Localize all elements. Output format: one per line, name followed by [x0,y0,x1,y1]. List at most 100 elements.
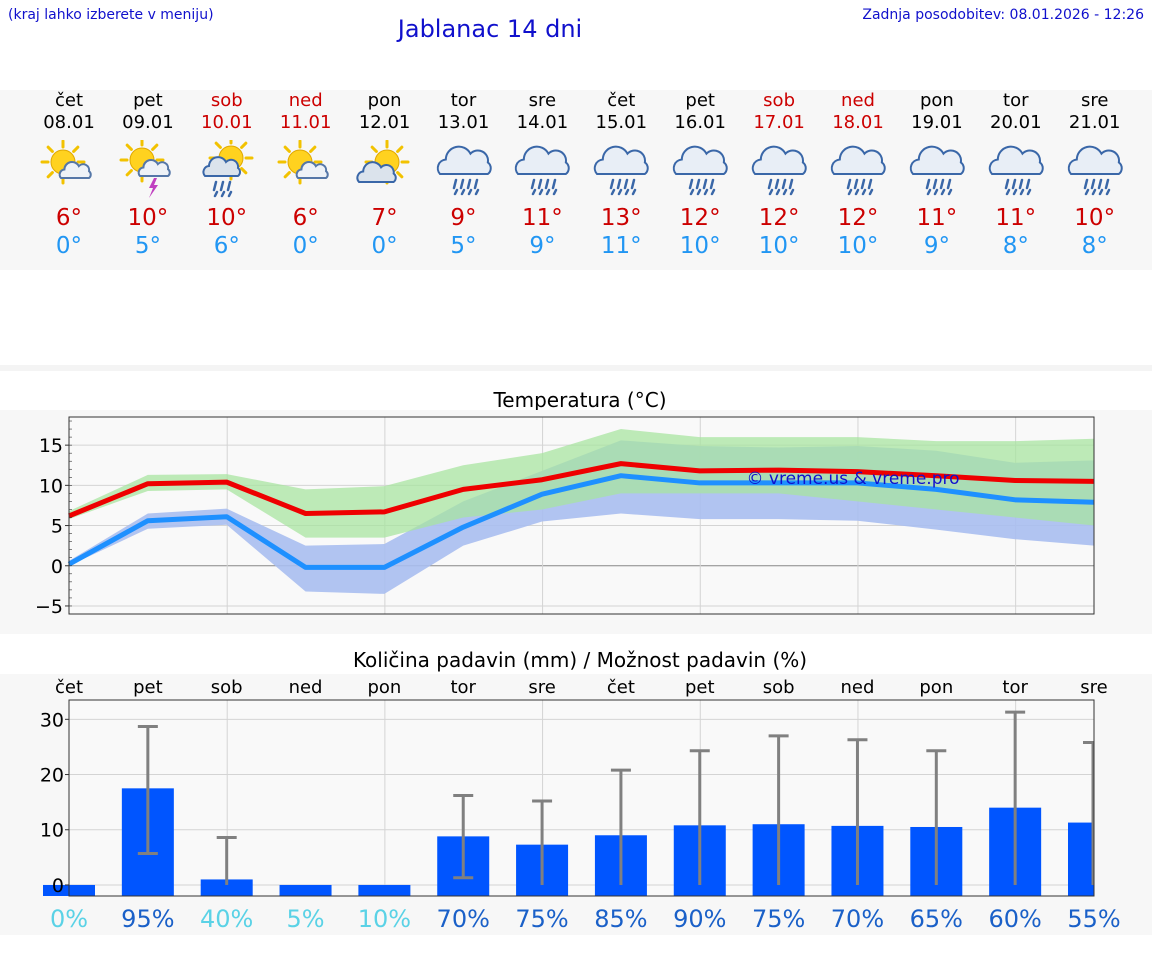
y-tick-label: 10 [39,475,63,497]
rain-drop [617,178,622,190]
min-temperature: 6° [213,233,240,259]
day-column: tor 13.01 9° 5° [424,90,504,260]
min-temperature: 8° [1002,233,1029,259]
precipitation-bar [1068,822,1094,896]
max-temperature: 9° [450,205,477,231]
max-temperature: 7° [371,205,398,231]
sun-cloud-rain-icon [202,140,254,198]
rain-drop [466,178,471,190]
day-name: sob [763,90,795,111]
rain-drop [532,188,537,196]
day-column: pet 16.01 12° 10° [660,90,740,260]
rain-drop [226,180,232,192]
rain-drop [1026,188,1032,196]
sun-ray [46,171,54,179]
precipitation-bar [358,884,411,896]
day-date: 13.01 [437,112,490,133]
category-label: sre [1080,677,1107,698]
rain-cloud-icon [515,145,571,196]
rain-cloud-icon [830,145,886,196]
rain-drop [624,178,629,190]
sun-ray [72,145,80,153]
y-tick-label: 30 [40,709,64,731]
rain-drop [1105,188,1110,196]
day-date: 08.01 [43,112,95,133]
rain-drop [710,188,716,196]
rain-drop [1091,188,1096,196]
rain-drop [1097,178,1102,190]
day-name: sre [1080,90,1109,111]
rain-drop [847,188,853,196]
category-label: sob [763,677,795,698]
rain-cloud-icon [909,145,965,196]
rain-drop [767,178,773,190]
min-temperature: 5° [134,233,161,259]
precipitation-chart: čet pet sob ned pon tor sre čet pet sob ned pon tor s… [40,677,1121,933]
day-column: tor 20.01 11° 8° [976,90,1056,260]
sun-behind-cloud-icon [356,140,410,185]
y-tick-label: 5 [51,516,63,538]
sun-ray [370,145,378,153]
rain-drop [939,178,945,190]
rain-drop [789,188,795,196]
rain-drop [695,178,701,190]
precipitation-bar [279,884,332,896]
partly-cloudy-sun-icon [277,140,329,185]
category-label: pon [919,677,953,698]
day-column: sob 10.01 10° 6° [187,90,267,260]
max-temperature: 11° [916,205,958,231]
sun-ray [395,145,403,153]
rain-drop [854,188,860,196]
day-date: 09.01 [122,112,174,133]
category-label: pon [367,677,401,698]
rain-drop [933,188,939,196]
category-label: pet [685,677,715,698]
day-name: tor [450,90,477,111]
rain-drop [531,178,536,190]
cloud-shape [1067,145,1123,175]
sun-ray [308,145,317,153]
day-column: ned 18.01 12° 10° [818,90,898,260]
watermark: © vreme.us & vreme.pro [746,469,959,489]
max-temperature: 11° [522,205,563,231]
sun-ray [214,141,222,149]
rain-drop [625,188,630,196]
category-label: ned [841,677,875,698]
day-date: 20.01 [990,112,1042,133]
precipitation-chart-title: Količina padavin (mm) / Možnost padavin … [352,648,808,672]
day-name: pet [133,90,163,111]
day-date: 19.01 [911,112,963,133]
category-label: sob [211,677,243,698]
day-date: 16.01 [674,112,726,133]
cloud-shape [137,158,171,177]
category-label: tor [450,677,476,698]
rain-drop [768,188,774,196]
max-temperature: 10° [206,205,248,231]
min-temperature: 11° [600,233,642,259]
day-column: sob 17.01 12° 10° [739,90,819,260]
precipitation-probability: 0% [50,905,88,933]
separator [0,365,1152,371]
cloud-shape [988,145,1044,175]
rain-drop [219,180,225,192]
day-name: sob [210,90,243,111]
day-date: 15.01 [595,112,648,133]
rain-drop [610,178,615,190]
rain-drop [867,178,873,190]
day-column: pet 09.01 10° 5° [108,90,188,260]
precipitation-probability: 40% [200,905,253,933]
rain-cloud-icon [515,145,571,196]
rain-cloud-icon [751,145,807,196]
rain-cloud-icon [1067,145,1123,196]
min-temperature: 0° [292,233,319,259]
sun-ray [125,143,133,151]
rain-drop [926,188,932,196]
cloud-shape [295,160,329,179]
min-temperature: 0° [55,233,83,259]
rain-drop [213,190,219,198]
max-temperature: 12° [679,205,721,231]
sun-ray [395,171,403,179]
rain-drop [631,178,636,190]
day-name: ned [841,90,875,111]
region-hint[interactable]: (kraj lahko izberete v meniju) [8,7,214,23]
